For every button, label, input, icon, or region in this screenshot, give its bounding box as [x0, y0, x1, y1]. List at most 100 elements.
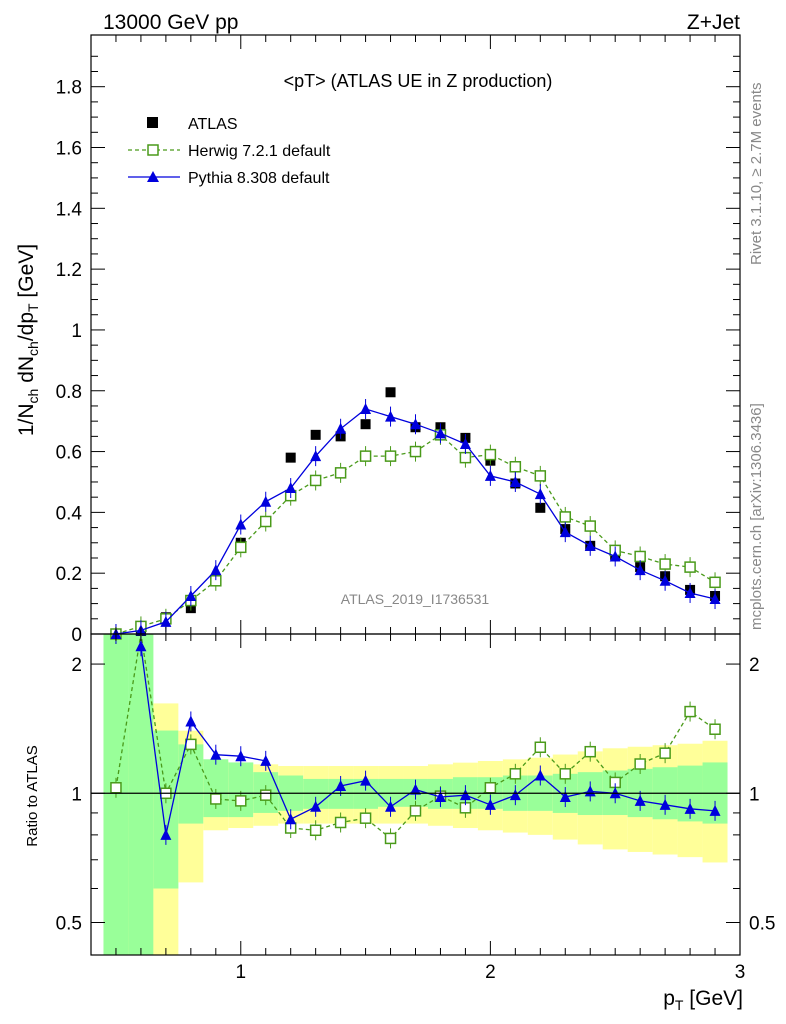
- x-tick-label: 1: [235, 962, 246, 983]
- y-tick-label-main: 1.8: [56, 78, 82, 99]
- pythia-point: [534, 488, 546, 500]
- pythia-point: [459, 789, 471, 801]
- pythia-point: [434, 427, 446, 439]
- y-tick-label-main: 1.6: [56, 139, 82, 160]
- legend-label-pythia: Pythia 8.308 default: [188, 170, 330, 187]
- pythia-point: [360, 774, 372, 786]
- energy-label: 13000 GeV pp: [103, 11, 238, 34]
- herwig-point: [210, 793, 222, 805]
- analysis-id: ATLAS_2019_I1736531: [341, 591, 490, 607]
- herwig-point: [659, 558, 671, 570]
- pythia-point: [335, 422, 347, 434]
- pythia-point: [185, 715, 197, 727]
- atlas-point: [310, 429, 321, 440]
- y-tick-label-main: 1: [71, 321, 82, 342]
- herwig-point: [409, 805, 422, 817]
- pythia-point: [509, 475, 521, 487]
- herwig-point: [459, 451, 472, 464]
- process-label: Z+Jet: [687, 11, 740, 34]
- pythia-point: [160, 828, 172, 840]
- pythia-point: [385, 800, 397, 812]
- legend: ATLAS Herwig 7.2.1 default Pythia 8.308 …: [128, 116, 331, 187]
- pythia-point: [659, 798, 671, 810]
- herwig-point: [484, 782, 497, 794]
- y-axis-label-ratio: Ratio to ATLAS: [24, 745, 41, 846]
- legend-marker-herwig: [147, 144, 159, 156]
- pythia-point: [709, 593, 721, 605]
- pythia-point: [360, 402, 372, 414]
- herwig-point: [534, 741, 547, 754]
- atlas-point: [535, 502, 546, 513]
- pythia-point: [634, 794, 646, 806]
- pythia-point: [285, 813, 297, 825]
- band-green-3: [178, 744, 204, 824]
- herwig-point: [634, 758, 646, 770]
- svg-text:1/Nch dNch/dpT [GeV]: 1/Nch dNch/dpT [GeV]: [15, 244, 41, 436]
- plot-title: <pT> (ATLAS UE in Z production): [284, 71, 553, 91]
- pythia-point: [659, 574, 671, 586]
- legend-label-herwig: Herwig 7.2.1 default: [188, 143, 331, 160]
- pythia-point: [210, 748, 222, 760]
- y-tick-label-ratio-right: 2: [749, 655, 760, 676]
- herwig-point: [584, 745, 596, 758]
- band-green-2: [153, 730, 179, 889]
- pythia-point: [310, 800, 322, 812]
- herwig-point: [235, 541, 247, 554]
- pythia-point: [410, 783, 421, 795]
- y-tick-label-main: 0.2: [56, 564, 82, 585]
- y-tick-label-ratio-right: 1: [749, 784, 760, 805]
- herwig-point: [584, 520, 596, 532]
- y-tick-label-ratio: 1: [71, 784, 82, 805]
- pythia-point: [260, 495, 272, 507]
- herwig-point: [684, 561, 696, 573]
- herwig-point: [334, 816, 347, 829]
- pythia-point: [410, 418, 421, 430]
- y-tick-label-main: 1.4: [56, 199, 83, 220]
- herwig-point: [259, 789, 272, 801]
- y-axis-label-main: 1/Nch dNch/dpT [GeV]: [15, 244, 41, 436]
- pythia-point: [235, 518, 247, 530]
- herwig-point: [484, 448, 497, 461]
- legend-marker-atlas: [147, 117, 158, 128]
- pythia-point: [235, 750, 247, 762]
- rivet-label: Rivet 3.1.10, ≥ 2.7M events: [748, 83, 765, 266]
- herwig-point: [359, 450, 372, 462]
- pythia-point: [459, 437, 471, 449]
- pythia-point: [434, 791, 446, 803]
- y-tick-label-ratio: 2: [71, 655, 82, 676]
- pythia-point: [285, 482, 297, 494]
- pythia-point: [684, 802, 696, 814]
- legend-marker-pythia: [147, 171, 159, 182]
- band-green-1: [128, 634, 154, 955]
- pythia-point: [559, 791, 571, 803]
- y-tick-label-main: 0.8: [56, 382, 82, 403]
- pythia-point: [584, 539, 596, 551]
- pythia-point: [185, 589, 197, 601]
- pythia-point: [709, 804, 721, 816]
- pythia-point: [559, 526, 571, 538]
- herwig-point: [634, 550, 646, 563]
- herwig-point: [235, 795, 247, 807]
- atlas-point: [285, 452, 296, 463]
- herwig-point: [384, 450, 397, 462]
- herwig-point: [110, 782, 122, 794]
- y-tick-label-main: 0: [71, 625, 82, 646]
- pythia-point: [509, 789, 521, 801]
- axes: 1 2 3 0 0.2 0.4 0.6 0.8 1 1.2 1.4 1.6 1.8 0.5 0.5 1 1 2 2: [56, 34, 775, 983]
- herwig-point: [509, 768, 522, 780]
- herwig-point: [509, 461, 522, 473]
- herwig-point: [359, 812, 372, 824]
- legend-label-atlas: ATLAS: [188, 116, 238, 133]
- y-tick-label-main: 1.2: [56, 260, 82, 281]
- herwig-point: [709, 576, 721, 589]
- y-tick-label-main: 0.4: [56, 503, 83, 524]
- pythia-point: [385, 410, 397, 422]
- herwig-point: [659, 747, 671, 759]
- herwig-point: [309, 474, 322, 487]
- herwig-point: [384, 832, 397, 845]
- herwig-point: [709, 723, 721, 735]
- atlas-point: [385, 387, 396, 398]
- herwig-point: [559, 768, 572, 780]
- x-tick-label: 2: [485, 962, 496, 983]
